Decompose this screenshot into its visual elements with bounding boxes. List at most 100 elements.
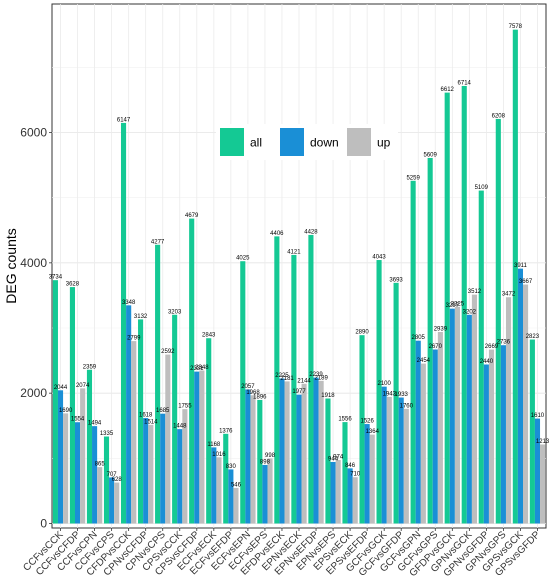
bar-down-CCFvsCPN (92, 426, 98, 524)
bar-all-GPNvsGPS (495, 118, 501, 524)
bar-up-GCFvsGFDP (403, 408, 409, 524)
legend-key-all (220, 128, 244, 156)
bar-value-label: 944 (328, 456, 339, 462)
bar-value-label: 5259 (406, 175, 420, 181)
legend-key-down (280, 128, 304, 156)
bar-value-label: 1556 (338, 417, 352, 423)
bar-value-label: 3911 (514, 263, 528, 269)
bar-down-EPSvsECK (347, 468, 353, 524)
bar-up-ECFvsEPS (267, 458, 273, 524)
bar-value-label: 898 (260, 459, 271, 465)
bar-up-ECFvsECK (216, 457, 222, 524)
bar-value-label: 1896 (253, 394, 267, 400)
bar-down-ECFvsEPS (262, 464, 268, 524)
bar-value-label: 5109 (475, 185, 489, 191)
bar-value-label: 3734 (49, 275, 63, 281)
bar-up-CPNvsCPS (165, 354, 171, 524)
bar-value-label: 1335 (100, 431, 114, 437)
legend-label-up: up (377, 136, 391, 150)
bar-up-CCFvsCPN (97, 467, 103, 524)
bar-all-CCFvsCPS (103, 436, 110, 524)
bar-value-label: 1364 (366, 429, 380, 435)
bar-down-ECFvsECK (211, 447, 217, 524)
bar-value-label: 2359 (83, 364, 97, 370)
bar-down-GPNvsGPS (500, 345, 506, 524)
bar-down-CCFvsCPS (109, 477, 115, 524)
bar-value-label: 3203 (168, 309, 182, 315)
bar-value-label: 1943 (383, 391, 397, 397)
bar-value-label: 1685 (156, 408, 170, 414)
bar-all-ECFvsEPS (257, 399, 263, 524)
bar-down-CPNvsCFDP (143, 418, 149, 524)
y-tick-label: 2000 (20, 386, 47, 400)
bar-up-GPNvsGPS (505, 297, 512, 524)
bar-value-label: 2670 (429, 344, 443, 350)
bar-value-label: 1610 (531, 413, 545, 419)
bar-value-label: 2189 (314, 375, 328, 381)
bar-all-CPNvsCPS (155, 244, 161, 524)
bar-value-label: 1690 (59, 408, 73, 414)
bar-down-GPNvsGCK (466, 314, 472, 524)
bar-value-label: 3297 (446, 303, 460, 309)
legend: all down up (216, 124, 398, 160)
bar-down-EPNvsEFDP (313, 377, 319, 524)
bar-value-label: 3348 (122, 300, 136, 306)
bar-up-GPNvsGFDP (488, 349, 495, 524)
bar-down-ECFvsEPN (245, 389, 251, 524)
bar-value-label: 2100 (377, 381, 391, 387)
bar-down-GCFvsGFDP (398, 397, 404, 524)
bar-value-label: 1760 (400, 403, 414, 409)
bar-value-label: 546 (231, 482, 242, 488)
bar-value-label: 4428 (304, 229, 318, 235)
bar-all-CPSvsCFDP (189, 218, 195, 524)
bar-all-EFDPvsECK (274, 236, 280, 524)
bar-value-label: 707 (107, 472, 118, 478)
bar-up-GCFvsGPN (420, 363, 426, 524)
bar-up-CPSvsCCK (182, 409, 188, 524)
bar-value-label: 710 (350, 472, 361, 478)
bar-value-label: 1494 (88, 421, 102, 427)
bar-up-GCFvsGPS (437, 331, 443, 524)
bar-value-label: 2939 (434, 326, 448, 332)
bar-value-label: 1918 (321, 393, 335, 399)
bar-value-label: 6612 (441, 87, 455, 93)
legend-label-all: all (250, 136, 262, 150)
bar-up-CCFvsCPS (114, 482, 120, 524)
bar-all-GFDPvsGCK (444, 92, 450, 524)
bar-value-label: 628 (112, 477, 123, 483)
x-axis: CCFvsCCKCCFvsCFDPCCFvsCPNCCFvsCPSCFDPvsC… (21, 528, 543, 579)
bar-value-label: 2057 (241, 384, 255, 390)
bar-value-label: 3693 (389, 277, 403, 283)
bar-all-ECFvsEFDP (223, 433, 229, 524)
bar-value-label: 3132 (134, 314, 148, 320)
bar-value-label: 3472 (502, 292, 516, 298)
bar-down-GFDPvsGCK (449, 308, 455, 524)
bar-all-ECFvsECK (206, 338, 212, 524)
bar-all-CCFvsCFDP (69, 287, 75, 524)
bar-down-CCFvsCCK (57, 390, 64, 524)
bar-all-EPSvsEFDP (359, 335, 365, 524)
bar-down-GPNvsGFDP (483, 364, 489, 524)
bar-value-label: 4025 (236, 256, 250, 262)
bar-down-CFDPvsCCK (126, 305, 132, 524)
bar-value-label: 4406 (270, 231, 284, 237)
bar-up-EPNvsEPS (335, 460, 341, 524)
y-tick-label: 6000 (20, 126, 47, 140)
bar-value-label: 2454 (417, 358, 431, 364)
bar-all-GPSvsGCK (512, 29, 518, 524)
bar-value-label: 3512 (468, 289, 482, 295)
bar-up-GPNvsGCK (471, 294, 478, 524)
bar-value-label: 4679 (185, 213, 199, 219)
bar-up-EPNvsECK (301, 383, 307, 524)
bar-value-label: 2239 (309, 372, 323, 378)
bar-down-EPSvsEFDP (364, 424, 370, 524)
bar-value-label: 2592 (161, 349, 175, 355)
bar-value-label: 2144 (297, 378, 311, 384)
bar-value-label: 6714 (458, 80, 472, 86)
bar-all-CPSvsCCK (172, 314, 178, 524)
bar-up-GPSvsGCK (523, 284, 529, 524)
bar-all-CCFvsCCK (52, 280, 58, 524)
bar-value-label: 4121 (287, 249, 301, 255)
bar-value-label: 2799 (127, 336, 141, 342)
